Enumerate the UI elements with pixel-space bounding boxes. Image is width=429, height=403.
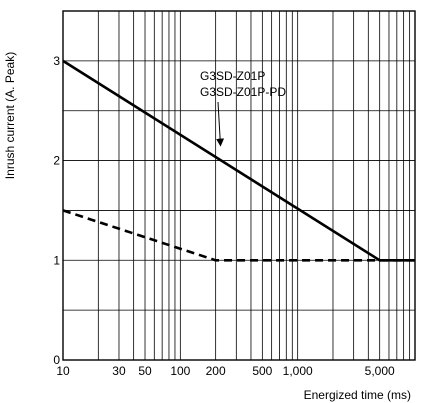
annotation: G3SD-Z01P G3SD-Z01P-PD — [200, 69, 286, 147]
axes — [62, 10, 416, 361]
x-tick-label: 100 — [170, 364, 190, 378]
annotation-label-line-1: G3SD-Z01P — [200, 69, 265, 83]
x-tick-label: 10 — [56, 364, 70, 378]
dashed-series-line — [62, 209, 415, 262]
grid — [63, 11, 415, 360]
y-tick-label: 1 — [53, 253, 60, 267]
x-tick-label: 50 — [138, 364, 152, 378]
y-axis-label: Inrush current (A. Peak) — [3, 52, 17, 179]
plot-frame — [62, 10, 416, 361]
tick-labels: 10 30 50 100 200 500 1,000 5,000 0 1 2 3 — [53, 54, 395, 378]
series-layer — [62, 59, 415, 262]
y-tick-label: 3 — [53, 54, 60, 68]
y-tick-label: 0 — [53, 353, 60, 367]
y-tick-label: 2 — [53, 154, 60, 168]
x-tick-label: 30 — [112, 364, 126, 378]
solid-series-line — [62, 59, 415, 262]
x-tick-label: 1,000 — [283, 364, 313, 378]
x-tick-label: 500 — [252, 364, 272, 378]
x-tick-label: 200 — [206, 364, 226, 378]
x-axis-label: Energized time (ms) — [304, 388, 411, 402]
annotation-label-line-2: G3SD-Z01P-PD — [200, 85, 286, 99]
annotation-arrow — [216, 101, 225, 147]
x-tick-label: 5,000 — [365, 364, 395, 378]
